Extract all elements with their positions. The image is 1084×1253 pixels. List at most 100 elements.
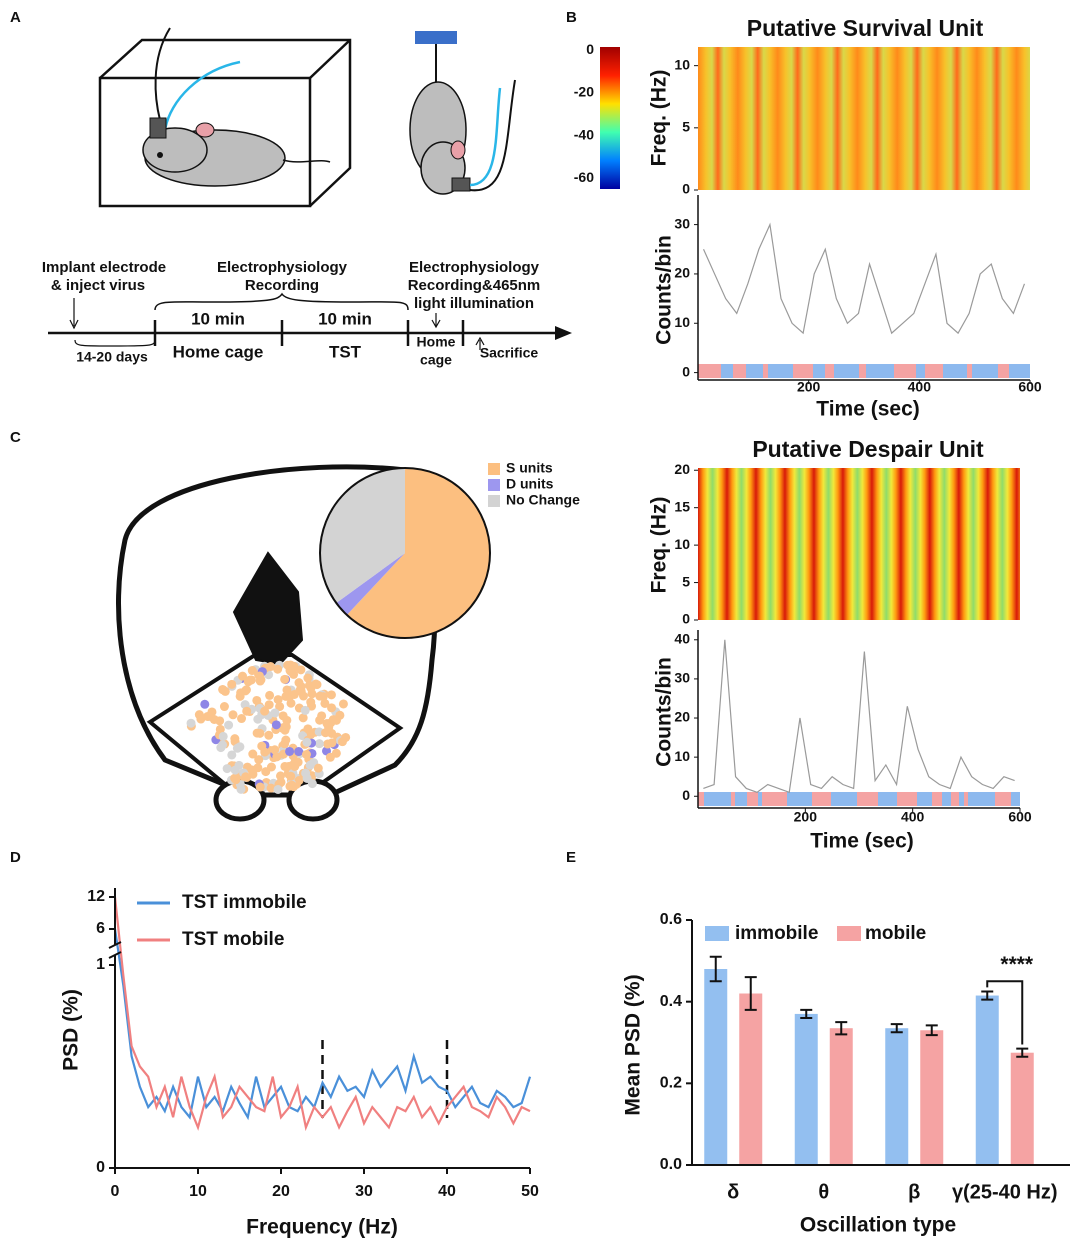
axis-label: Counts/bin: [653, 235, 676, 345]
unit-dot: [227, 750, 237, 760]
y-tick-label: 5: [682, 119, 690, 135]
timeline-text: cage: [420, 352, 452, 368]
unit-dot: [238, 671, 248, 681]
unit-dot: [235, 691, 245, 701]
timeline-text: & inject virus: [51, 277, 145, 294]
state-strip: [768, 364, 793, 378]
panel-label: C: [10, 429, 21, 446]
unit-dot: [341, 732, 351, 742]
unit-dot: [303, 673, 313, 683]
unit-dot: [235, 742, 245, 752]
unit-dot: [266, 662, 276, 672]
axis-label: Time (sec): [816, 398, 920, 421]
unit-dot: [294, 747, 304, 757]
state-strip: [834, 364, 859, 378]
y-tick-label: 12: [87, 888, 105, 905]
unit-dot: [230, 765, 240, 775]
unit-dot: [286, 771, 296, 781]
y-tick-label: 10: [674, 56, 690, 72]
unit-dot: [294, 678, 304, 688]
unit-dot: [338, 699, 348, 709]
legend-swatch: [705, 926, 729, 941]
unit-dot: [241, 772, 251, 782]
state-strip: [857, 792, 878, 806]
unit-dot: [228, 710, 238, 720]
state-strip: [1009, 364, 1030, 378]
x-tick-label: 30: [355, 1183, 373, 1200]
mouse-in-cage: [142, 27, 331, 187]
unit-dot: [255, 782, 265, 792]
x-tick-label: 600: [1008, 809, 1032, 825]
psd-line: [113, 928, 532, 1121]
unit-dot: [227, 679, 237, 689]
psd-line: [113, 896, 531, 1132]
legend-label: S units: [506, 460, 553, 476]
bar: [704, 969, 728, 1165]
unit-dot: [271, 720, 281, 730]
legend-label: TST mobile: [182, 929, 284, 950]
unit-dot: [318, 692, 328, 702]
unit-dot: [296, 665, 306, 675]
unit-dot: [265, 690, 275, 700]
legend-swatch: [837, 926, 861, 941]
legend-swatch: [488, 463, 500, 475]
error-bar: [709, 955, 722, 983]
pie-slice: [346, 468, 490, 638]
axis-label: Frequency (Hz): [246, 1216, 398, 1239]
unit-dot: [298, 713, 308, 723]
y-tick-label: 1: [96, 956, 105, 973]
y-tick-label: 0: [682, 181, 690, 197]
unit-dot: [254, 671, 264, 681]
state-strip: [894, 364, 916, 378]
state-strip: [758, 792, 762, 806]
state-strip: [964, 792, 968, 806]
state-strip: [897, 792, 917, 806]
unit-dot: [220, 686, 230, 696]
unit-dot: [290, 756, 300, 766]
timeline-text: light illumination: [414, 295, 534, 312]
state-strip: [721, 364, 733, 378]
error-bar: [1016, 1047, 1029, 1058]
state-strip: [735, 792, 747, 806]
unit-dot: [242, 706, 252, 716]
state-strip: [793, 364, 813, 378]
legend-label: mobile: [865, 923, 926, 944]
bar: [739, 993, 763, 1165]
unit-dot: [260, 747, 270, 757]
unit-dot: [260, 706, 270, 716]
y-tick-label: 0.6: [660, 911, 682, 928]
x-tick-label: θ: [818, 1181, 829, 1203]
annotation: ****: [1000, 953, 1034, 976]
unit-dot: [247, 666, 257, 676]
unit-dot: [307, 779, 317, 789]
unit-dot: [264, 730, 274, 740]
y-tick-label: 5: [682, 573, 690, 589]
colorbar-tick-label: 0: [586, 41, 594, 57]
count-trace: [703, 639, 1015, 794]
unit-dot: [327, 728, 337, 738]
unit-dot: [273, 664, 283, 674]
unit-dot: [270, 745, 280, 755]
state-strip: [825, 364, 834, 378]
unit-dot: [282, 715, 292, 725]
y-tick-label: 30: [674, 215, 690, 231]
state-strip: [943, 364, 967, 378]
unit-dot: [300, 705, 310, 715]
state-strip: [704, 792, 731, 806]
unit-dot: [282, 685, 292, 695]
bar: [920, 1030, 944, 1165]
axis-break: [108, 941, 122, 949]
x-tick-label: 10: [189, 1183, 207, 1200]
unit-dot: [327, 738, 337, 748]
unit-dot: [224, 720, 234, 730]
state-strip: [859, 364, 866, 378]
unit-dot: [313, 763, 323, 773]
unit-dot: [186, 718, 196, 728]
state-strip: [698, 364, 721, 378]
state-strip: [925, 364, 943, 378]
state-strip: [942, 792, 951, 806]
y-tick-label: 15: [674, 498, 690, 514]
y-tick-label: 0.0: [660, 1156, 682, 1173]
state-strip: [746, 364, 763, 378]
state-strip: [967, 364, 972, 378]
